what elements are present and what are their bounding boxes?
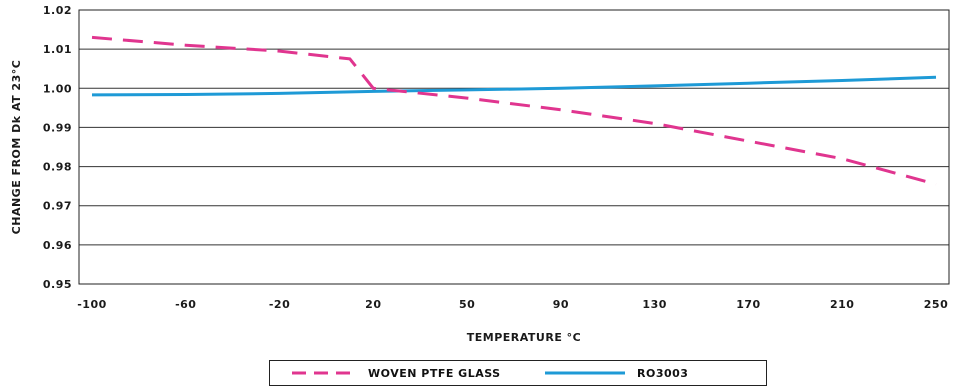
x-tick-label: 50 [459, 298, 475, 311]
legend-item-ro3003: RO3003 [545, 361, 688, 385]
x-tick-label: -20 [269, 298, 290, 311]
x-tick-label: -60 [175, 298, 196, 311]
x-tick-labels: -100 -60 -20 20 50 90 130 170 210 250 [77, 298, 948, 311]
y-tick-label: 0.97 [43, 200, 72, 213]
y-tick-label: 1.00 [43, 82, 72, 95]
series-lines [91, 35, 937, 186]
y-axis-label: CHANGE FROM Dk AT 23°C [10, 60, 23, 235]
series-line-ro3003 [91, 75, 937, 97]
y-tick-label: 1.02 [43, 4, 72, 17]
y-tick-label: 1.01 [43, 43, 72, 56]
legend-label-ro3003: RO3003 [637, 366, 689, 380]
legend-swatch-woven-ptfe-glass [292, 371, 354, 375]
y-tick-label: 0.99 [43, 121, 72, 134]
x-tick-label: 90 [553, 298, 569, 311]
plot-frame [78, 9, 950, 285]
x-tick-label: 250 [924, 298, 948, 311]
grid [79, 48, 949, 246]
x-tick-label: 20 [365, 298, 381, 311]
x-axis-label: TEMPERATURE °C [467, 331, 582, 344]
x-tick-label: 170 [736, 298, 760, 311]
chart: 0.95 0.96 0.97 0.98 0.99 1.00 1.01 1.02 -100 -60… [10, 4, 950, 344]
legend: WOVEN PTFE GLASS RO3003 [269, 360, 767, 386]
y-tick-label: 0.98 [43, 161, 72, 174]
y-tick-label: 0.96 [43, 239, 72, 252]
x-tick-label: 130 [642, 298, 666, 311]
x-tick-label: 210 [830, 298, 854, 311]
legend-item-woven-ptfe-glass: WOVEN PTFE GLASS [292, 361, 501, 385]
legend-label-woven-ptfe-glass: WOVEN PTFE GLASS [368, 366, 501, 380]
y-tick-labels: 0.95 0.96 0.97 0.98 0.99 1.00 1.01 1.02 [43, 4, 72, 291]
x-tick-label: -100 [77, 298, 107, 311]
series-line-woven-ptfe-glass [91, 35, 937, 186]
legend-swatch-ro3003 [545, 371, 625, 375]
y-tick-label: 0.95 [43, 278, 72, 291]
